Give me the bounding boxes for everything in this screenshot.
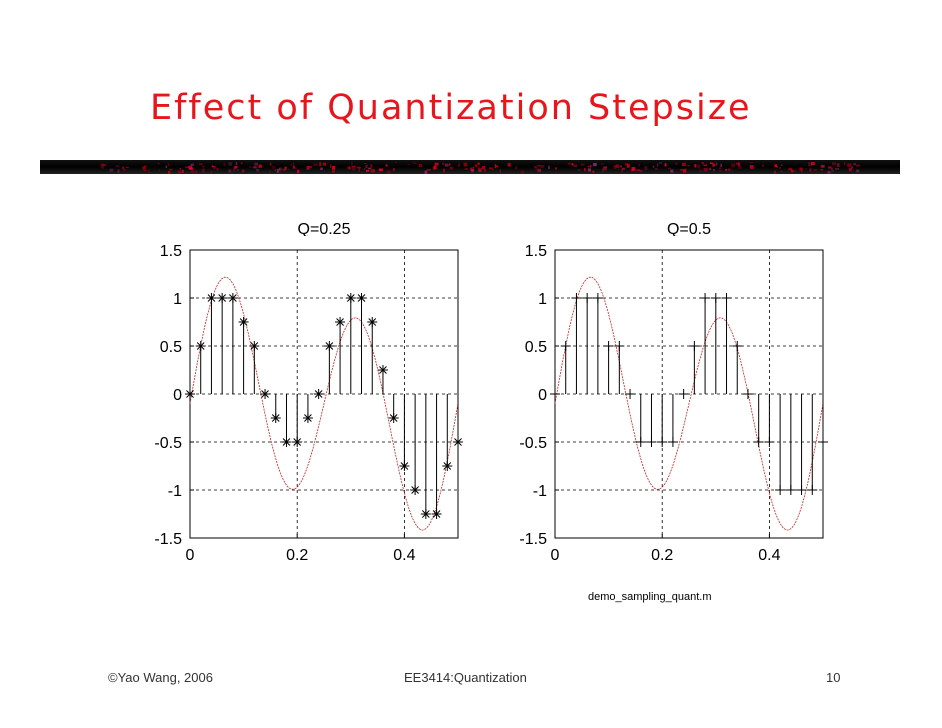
- plot-q025: 1.510.50-0.5-1-1.50 0.2 0.4Q=0.25: [154, 221, 463, 564]
- footer-copyright: ©Yao Wang, 2006: [108, 670, 213, 685]
- x-tick-label: 0.4: [393, 547, 415, 564]
- stem-marker: [186, 390, 194, 398]
- stem-marker: [432, 510, 441, 518]
- y-tick-label: -0.5: [519, 435, 547, 452]
- footer-course: EE3414:Quantization: [404, 670, 527, 685]
- stem-marker: [218, 294, 227, 302]
- stem-marker: [411, 486, 419, 494]
- stem-marker: [196, 342, 205, 350]
- stem-marker: [379, 366, 387, 374]
- stem-marker: [304, 414, 312, 422]
- y-tick-label: 0: [173, 387, 182, 404]
- title-mask: [649, 236, 729, 246]
- stem-marker: [346, 294, 355, 302]
- stem-marker: [207, 294, 216, 302]
- stem-marker: [357, 294, 366, 302]
- slide-title: Effect of Quantization Stepsize: [150, 88, 752, 128]
- file-caption: demo_sampling_quant.m: [588, 591, 712, 603]
- y-tick-label: 1.5: [160, 243, 182, 260]
- y-tick-label: 1.5: [525, 243, 547, 260]
- y-tick-label: 1: [173, 291, 182, 308]
- plot-title: Q=0.25: [298, 221, 351, 238]
- stem-marker: [229, 294, 237, 302]
- y-tick-label: -0.5: [154, 435, 182, 452]
- plot-q05: 1.510.50-0.5-1-1.50 0.2 0.4Q=0.5: [519, 221, 828, 564]
- y-tick-label: 0: [538, 387, 547, 404]
- stem-marker: [336, 318, 344, 326]
- stem-marker: [325, 342, 334, 350]
- x-tick-label: 0: [186, 547, 195, 564]
- stem-marker: [421, 510, 430, 518]
- signal-curve: [189, 276, 459, 531]
- stem-marker: [261, 390, 269, 398]
- title-divider-bar: [40, 160, 900, 174]
- stem-marker: [271, 414, 280, 422]
- x-tick-label: 0.4: [758, 547, 780, 564]
- stem-marker: [443, 462, 452, 470]
- stem-marker: [282, 438, 291, 446]
- stem-marker: [368, 318, 377, 326]
- y-tick-label: -1: [533, 483, 547, 500]
- y-tick-label: -1: [168, 483, 182, 500]
- stem-marker: [389, 414, 398, 422]
- stem-marker: [454, 438, 462, 446]
- y-tick-label: 0.5: [160, 339, 182, 356]
- x-tick-label: 0: [551, 547, 560, 564]
- y-tick-label: -1.5: [519, 531, 547, 548]
- page-number: 10: [826, 670, 841, 685]
- stem-marker: [400, 462, 409, 470]
- y-tick-label: 1: [538, 291, 547, 308]
- plot-title: Q=0.5: [667, 221, 711, 238]
- title-mask: [284, 236, 364, 246]
- x-tick-label: 0.2: [286, 547, 308, 564]
- stem-marker: [239, 318, 248, 326]
- x-tick-label: 0.2: [651, 547, 673, 564]
- signal-curve: [554, 276, 824, 531]
- y-tick-label: 0.5: [525, 339, 547, 356]
- stem-marker: [314, 390, 323, 398]
- stem-marker: [293, 438, 302, 446]
- stem-marker: [250, 342, 259, 350]
- y-tick-label: -1.5: [154, 531, 182, 548]
